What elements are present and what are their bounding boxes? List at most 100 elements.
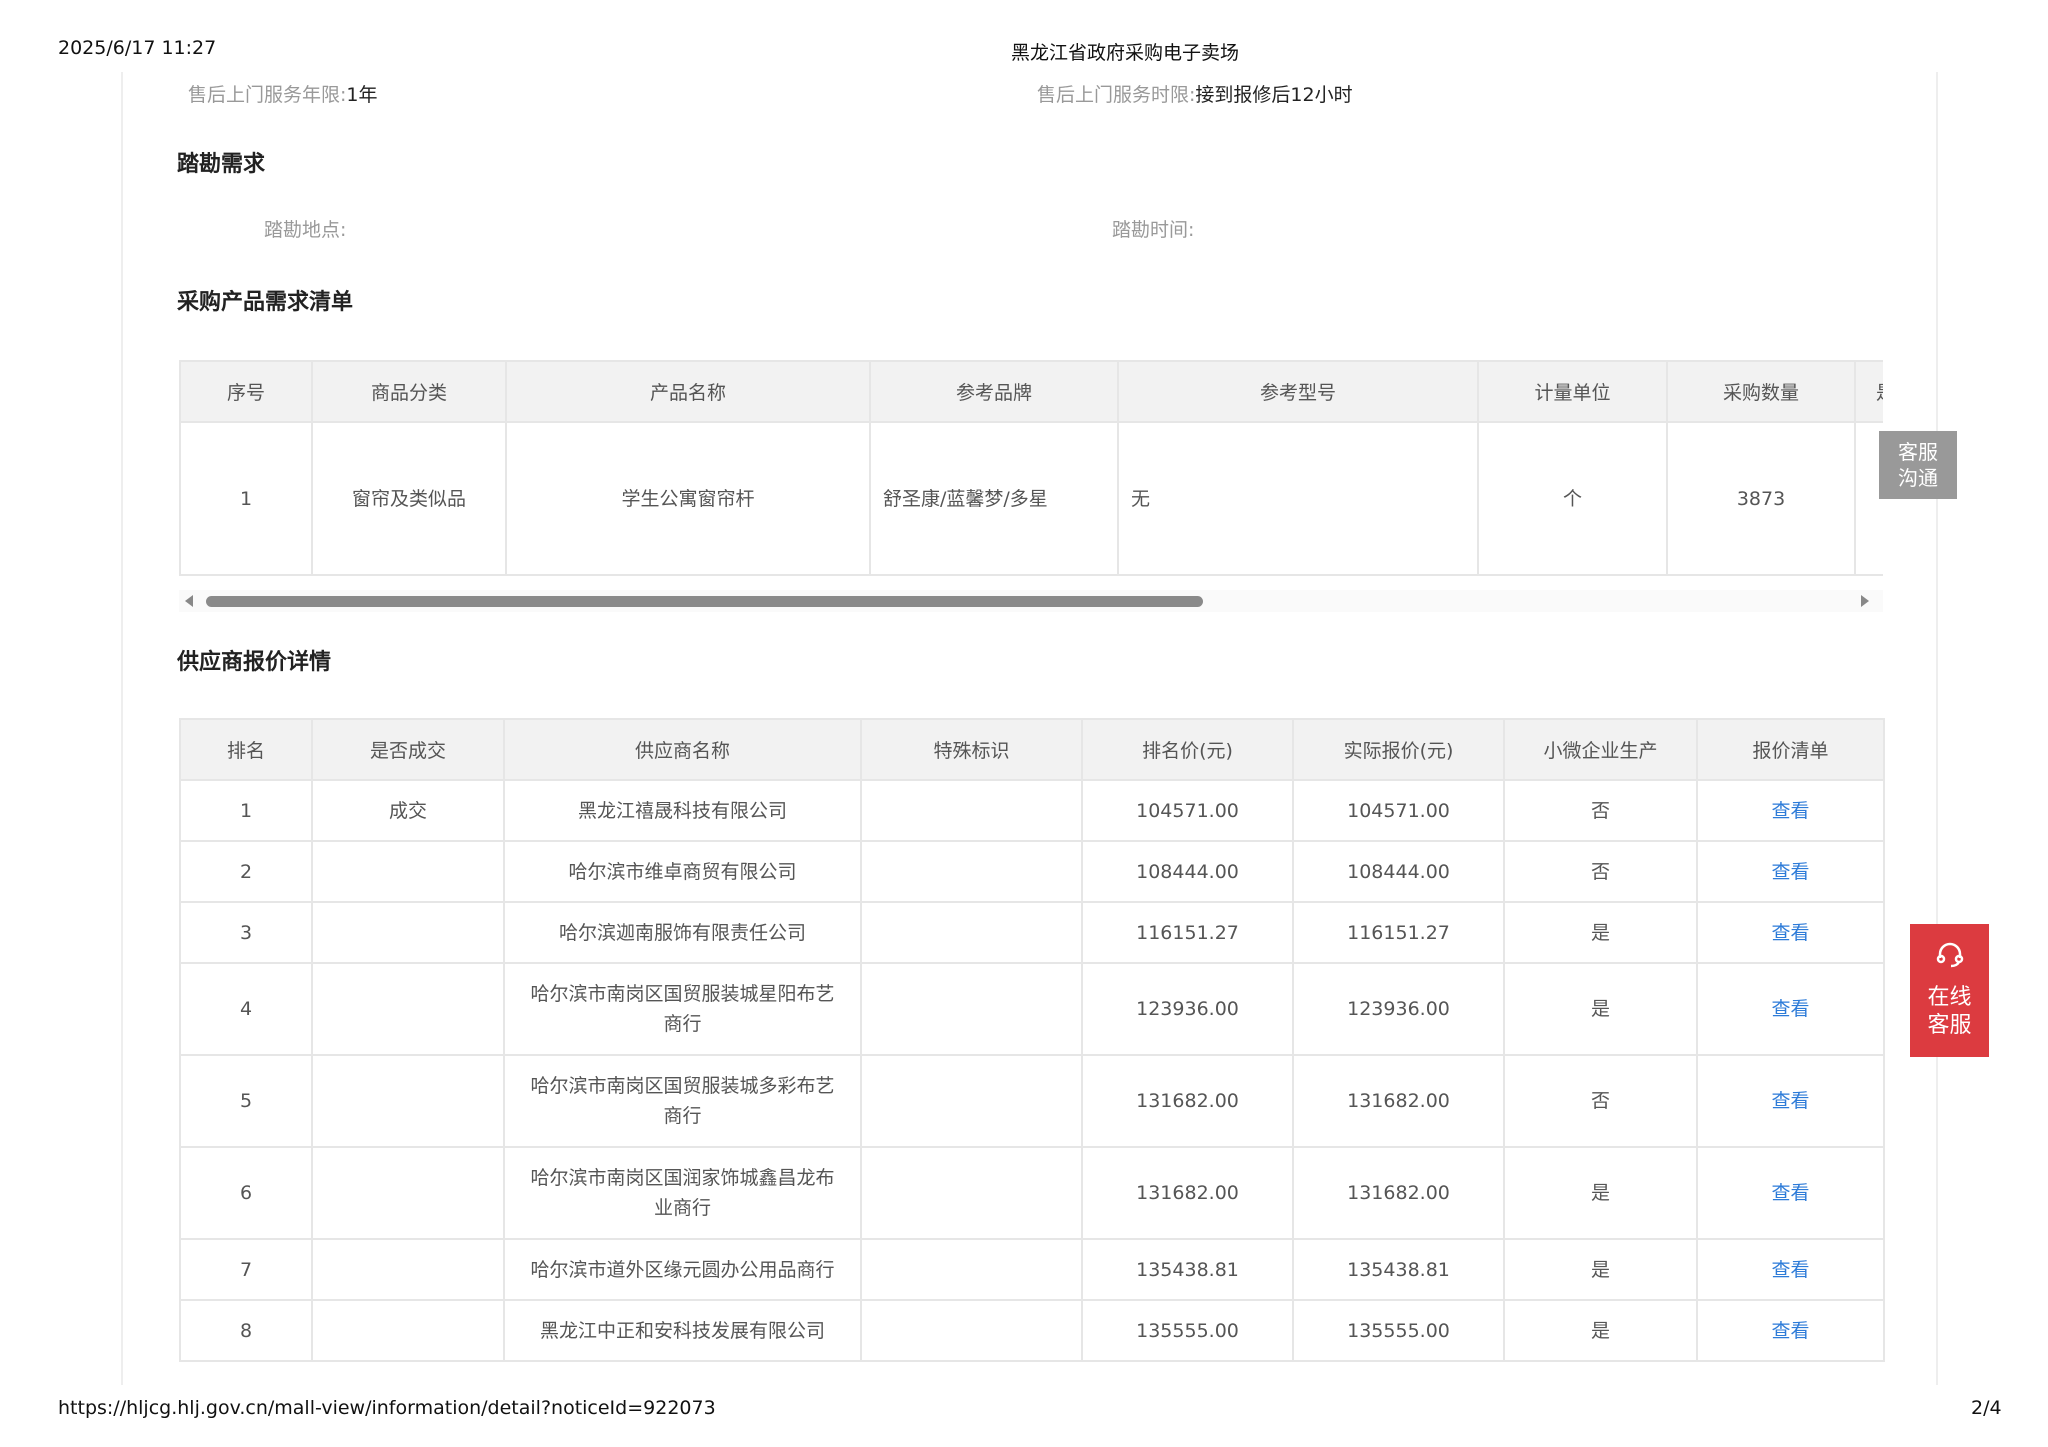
cell	[311, 962, 505, 1056]
table-row: 8 黑龙江中正和安科技发展有限公司 135555.00 135555.00 是查看	[179, 1299, 1885, 1362]
service-years: 售后上门服务年限:1年	[188, 80, 378, 107]
col-header: 是	[1854, 360, 1883, 423]
service-years-value: 1年	[346, 84, 378, 106]
table-row: 5 哈尔滨市南岗区国贸服装城多彩布艺商行 131682.00 131682.00 否查看	[179, 1054, 1885, 1148]
cell: 131682.00	[1081, 1054, 1294, 1148]
cell: 黑龙江中正和安科技发展有限公司	[503, 1299, 862, 1362]
cell	[860, 901, 1083, 964]
survey-title: 踏勘需求	[177, 152, 266, 177]
table-row: 1 成交 黑龙江禧晟科技有限公司 104571.00 104571.00 否查看	[179, 779, 1885, 842]
cell: 104571.00	[1081, 779, 1294, 842]
cell: 是	[1503, 962, 1698, 1056]
view-quote-link[interactable]: 查看	[1696, 1146, 1885, 1240]
cell: 窗帘及类似品	[311, 421, 507, 576]
cell	[860, 1299, 1083, 1362]
cell	[311, 901, 505, 964]
cell: 是	[1503, 1146, 1698, 1240]
col-header: 商品分类	[311, 360, 507, 423]
cell: 5	[179, 1054, 313, 1148]
survey-time-label: 踏勘时间:	[1112, 219, 1195, 241]
cell: 是	[1503, 1299, 1698, 1362]
cell	[311, 1146, 505, 1240]
scroll-right-arrow-icon[interactable]	[1861, 595, 1869, 607]
table-row: 4 哈尔滨市南岗区国贸服装城星阳布艺商行 123936.00 123936.00 是查看	[179, 962, 1885, 1056]
col-header: 参考品牌	[869, 360, 1119, 423]
cell: 哈尔滨市南岗区国润家饰城鑫昌龙布业商行	[503, 1146, 862, 1240]
online-service-button[interactable]: 在线客服	[1910, 924, 1989, 1057]
cell: 7	[179, 1238, 313, 1301]
view-quote-link[interactable]: 查看	[1696, 962, 1885, 1056]
cell: 否	[1503, 1054, 1698, 1148]
service-time-value: 接到报修后12小时	[1195, 84, 1353, 106]
table-row: 7 哈尔滨市道外区缘元圆办公用品商行 135438.81 135438.81 是查看	[179, 1238, 1885, 1301]
cell: 8	[179, 1299, 313, 1362]
cell: 哈尔滨市南岗区国贸服装城星阳布艺商行	[503, 962, 862, 1056]
cell: 131682.00	[1081, 1146, 1294, 1240]
col-header: 序号	[179, 360, 313, 423]
col-header: 排名价(元)	[1081, 718, 1294, 781]
cell: 成交	[311, 779, 505, 842]
cell: 123936.00	[1292, 962, 1505, 1056]
cell: 131682.00	[1292, 1146, 1505, 1240]
quotes-title: 供应商报价详情	[177, 650, 332, 675]
print-title: 黑龙江省政府采购电子卖场	[1011, 42, 1240, 64]
online-service-label: 在线客服	[1927, 985, 1972, 1038]
view-quote-link[interactable]: 查看	[1696, 901, 1885, 964]
col-header: 小微企业生产	[1503, 718, 1698, 781]
cell	[311, 1238, 505, 1301]
cell	[860, 1054, 1083, 1148]
quotes-header-row: 排名 是否成交 供应商名称 特殊标识 排名价(元) 实际报价(元) 小微企业生产…	[179, 718, 1885, 781]
col-header: 排名	[179, 718, 313, 781]
col-header: 供应商名称	[503, 718, 862, 781]
cell	[1854, 421, 1883, 576]
cell	[860, 1146, 1083, 1240]
cell: 2	[179, 840, 313, 903]
customer-service-chat-button[interactable]: 客服沟通	[1879, 431, 1957, 499]
cell: 个	[1477, 421, 1668, 576]
scrollbar-thumb[interactable]	[206, 596, 1203, 607]
cell: 哈尔滨市维卓商贸有限公司	[503, 840, 862, 903]
table-row: 1 窗帘及类似品 学生公寓窗帘杆 舒圣康/蓝馨梦/多星 无 个 3873	[179, 421, 1883, 576]
cell: 135438.81	[1081, 1238, 1294, 1301]
cell: 是	[1503, 901, 1698, 964]
view-quote-link[interactable]: 查看	[1696, 1238, 1885, 1301]
print-page-number: 2/4	[1971, 1397, 2002, 1419]
scroll-left-arrow-icon[interactable]	[185, 595, 193, 607]
cell: 3	[179, 901, 313, 964]
cell: 104571.00	[1292, 779, 1505, 842]
table-row: 2 哈尔滨市维卓商贸有限公司 108444.00 108444.00 否查看	[179, 840, 1885, 903]
products-header-row: 序号 商品分类 产品名称 参考品牌 参考型号 计量单位 采购数量 是	[179, 360, 1883, 423]
products-horizontal-scrollbar[interactable]	[179, 590, 1883, 612]
cell	[311, 1299, 505, 1362]
view-quote-link[interactable]: 查看	[1696, 1054, 1885, 1148]
cell: 1	[179, 779, 313, 842]
cell: 哈尔滨市道外区缘元圆办公用品商行	[503, 1238, 862, 1301]
view-quote-link[interactable]: 查看	[1696, 779, 1885, 842]
products-title: 采购产品需求清单	[177, 290, 354, 315]
cell: 6	[179, 1146, 313, 1240]
col-header: 报价清单	[1696, 718, 1885, 781]
cell: 3873	[1666, 421, 1856, 576]
cell: 108444.00	[1292, 840, 1505, 903]
col-header: 参考型号	[1117, 360, 1479, 423]
cell: 学生公寓窗帘杆	[505, 421, 871, 576]
headset-icon	[1936, 942, 1963, 968]
cell	[860, 1238, 1083, 1301]
content-border-right	[1936, 72, 1938, 1385]
cell	[860, 779, 1083, 842]
service-time: 售后上门服务时限:接到报修后12小时	[1037, 80, 1353, 107]
cell	[860, 962, 1083, 1056]
table-row: 3 哈尔滨迦南服饰有限责任公司 116151.27 116151.27 是查看	[179, 901, 1885, 964]
cell: 123936.00	[1081, 962, 1294, 1056]
cell: 无	[1117, 421, 1479, 576]
col-header: 采购数量	[1666, 360, 1856, 423]
cell	[860, 840, 1083, 903]
print-url: https://hljcg.hlj.gov.cn/mall-view/infor…	[58, 1397, 716, 1419]
cell: 135555.00	[1081, 1299, 1294, 1362]
cell: 否	[1503, 840, 1698, 903]
table-row: 6 哈尔滨市南岗区国润家饰城鑫昌龙布业商行 131682.00 131682.00 是查…	[179, 1146, 1885, 1240]
view-quote-link[interactable]: 查看	[1696, 1299, 1885, 1362]
view-quote-link[interactable]: 查看	[1696, 840, 1885, 903]
cell	[311, 840, 505, 903]
content-border-left	[121, 72, 123, 1385]
